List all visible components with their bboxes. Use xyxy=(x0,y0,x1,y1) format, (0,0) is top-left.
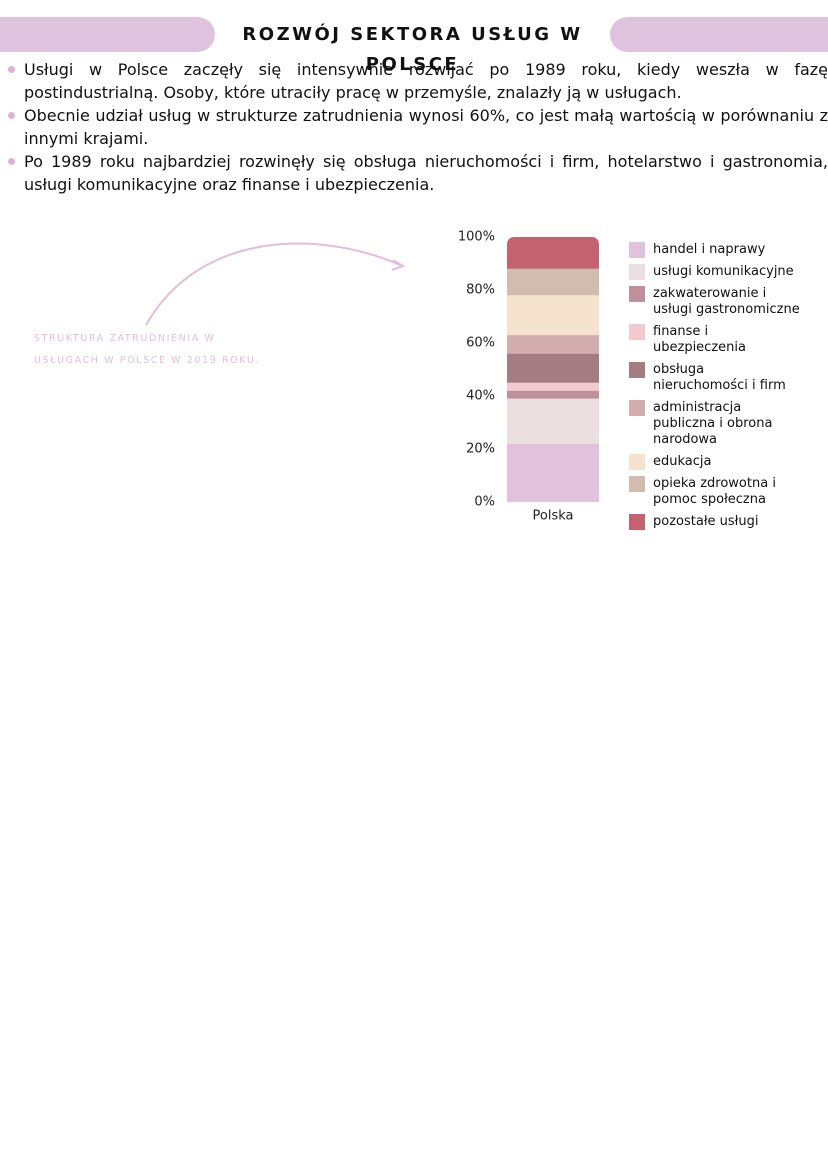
bar-segment xyxy=(507,237,599,269)
legend-label: pozostałe usługi xyxy=(653,514,759,529)
legend-label: usługi komunikacyjne xyxy=(653,264,794,279)
bar-group xyxy=(507,237,599,502)
legend-item: usługi komunikacyjne xyxy=(629,264,803,280)
legend-item: handel i naprawy xyxy=(629,242,803,258)
title-band xyxy=(610,17,828,52)
legend-swatch xyxy=(629,324,645,340)
legend-swatch xyxy=(629,242,645,258)
bar-segment xyxy=(507,268,599,296)
x-tick-label: Polska xyxy=(533,509,574,524)
legend-swatch xyxy=(629,264,645,280)
bar-segment xyxy=(507,382,599,391)
title-band xyxy=(0,17,215,52)
bar-segment xyxy=(507,353,599,383)
legend-label: opieka zdrowotna i pomoc społeczna xyxy=(653,476,776,507)
legend-swatch xyxy=(629,514,645,530)
chart: 0% 20% 40% 60% 80% 100% Polska xyxy=(145,230,599,524)
legend-item: finanse i ubezpieczenia xyxy=(629,324,803,356)
arrow xyxy=(145,242,401,326)
legend-item: edukacja xyxy=(629,454,803,470)
legend-label: handel i naprawy xyxy=(653,242,766,257)
bar-segment xyxy=(507,295,599,336)
legend-item: pozostałe usługi xyxy=(629,514,803,530)
legend-swatch xyxy=(629,400,645,416)
title: ROZWÓJ SEKTORA USŁUG W POLSCE xyxy=(242,24,583,75)
legend-label: administracja publiczna i obrona narodow… xyxy=(653,400,773,447)
bullet-list: Usługi w Polsce zaczęły się intensywnie … xyxy=(8,58,828,196)
legend-item: opieka zdrowotna i pomoc społeczna xyxy=(629,476,803,508)
y-tick-label: 80% xyxy=(466,283,495,298)
bullet: Usługi w Polsce zaczęły się intensywnie … xyxy=(8,60,828,102)
y-tick-label: 20% xyxy=(466,442,495,457)
legend-item: zakwaterowanie i usługi gastronomiczne xyxy=(629,286,803,318)
bullet: Obecnie udział usług w strukturze zatrud… xyxy=(8,106,828,148)
legend: handel i naprawy usługi komunikacyjne zakw… xyxy=(629,242,819,536)
legend-item: obsługa nieruchomości i firm xyxy=(629,362,803,394)
legend-label: finanse i ubezpieczenia xyxy=(653,324,746,355)
y-tick-label: 0% xyxy=(474,495,495,510)
annotation: STRUKTURA ZATRUDNIENIA W USŁUGACH W POLS… xyxy=(34,333,260,366)
legend-swatch xyxy=(629,454,645,470)
bar-segment xyxy=(507,398,599,444)
y-tick-label: 100% xyxy=(458,230,495,245)
bar-segment xyxy=(507,443,599,502)
bar-segment xyxy=(507,335,599,354)
bullet: Po 1989 roku najbardziej rozwinęły się o… xyxy=(8,152,828,194)
legend-label: zakwaterowanie i usługi gastronomiczne xyxy=(653,286,800,317)
legend-swatch xyxy=(629,476,645,492)
bar-segment xyxy=(507,390,599,399)
legend-item: administracja publiczna i obrona narodow… xyxy=(629,400,803,448)
legend-label: edukacja xyxy=(653,454,712,469)
y-tick-label: 60% xyxy=(466,336,495,351)
y-tick-label: 40% xyxy=(466,389,495,404)
legend-swatch xyxy=(629,286,645,302)
legend-label: obsługa nieruchomości i firm xyxy=(653,362,786,393)
arrow-head xyxy=(391,259,406,271)
legend-swatch xyxy=(629,362,645,378)
